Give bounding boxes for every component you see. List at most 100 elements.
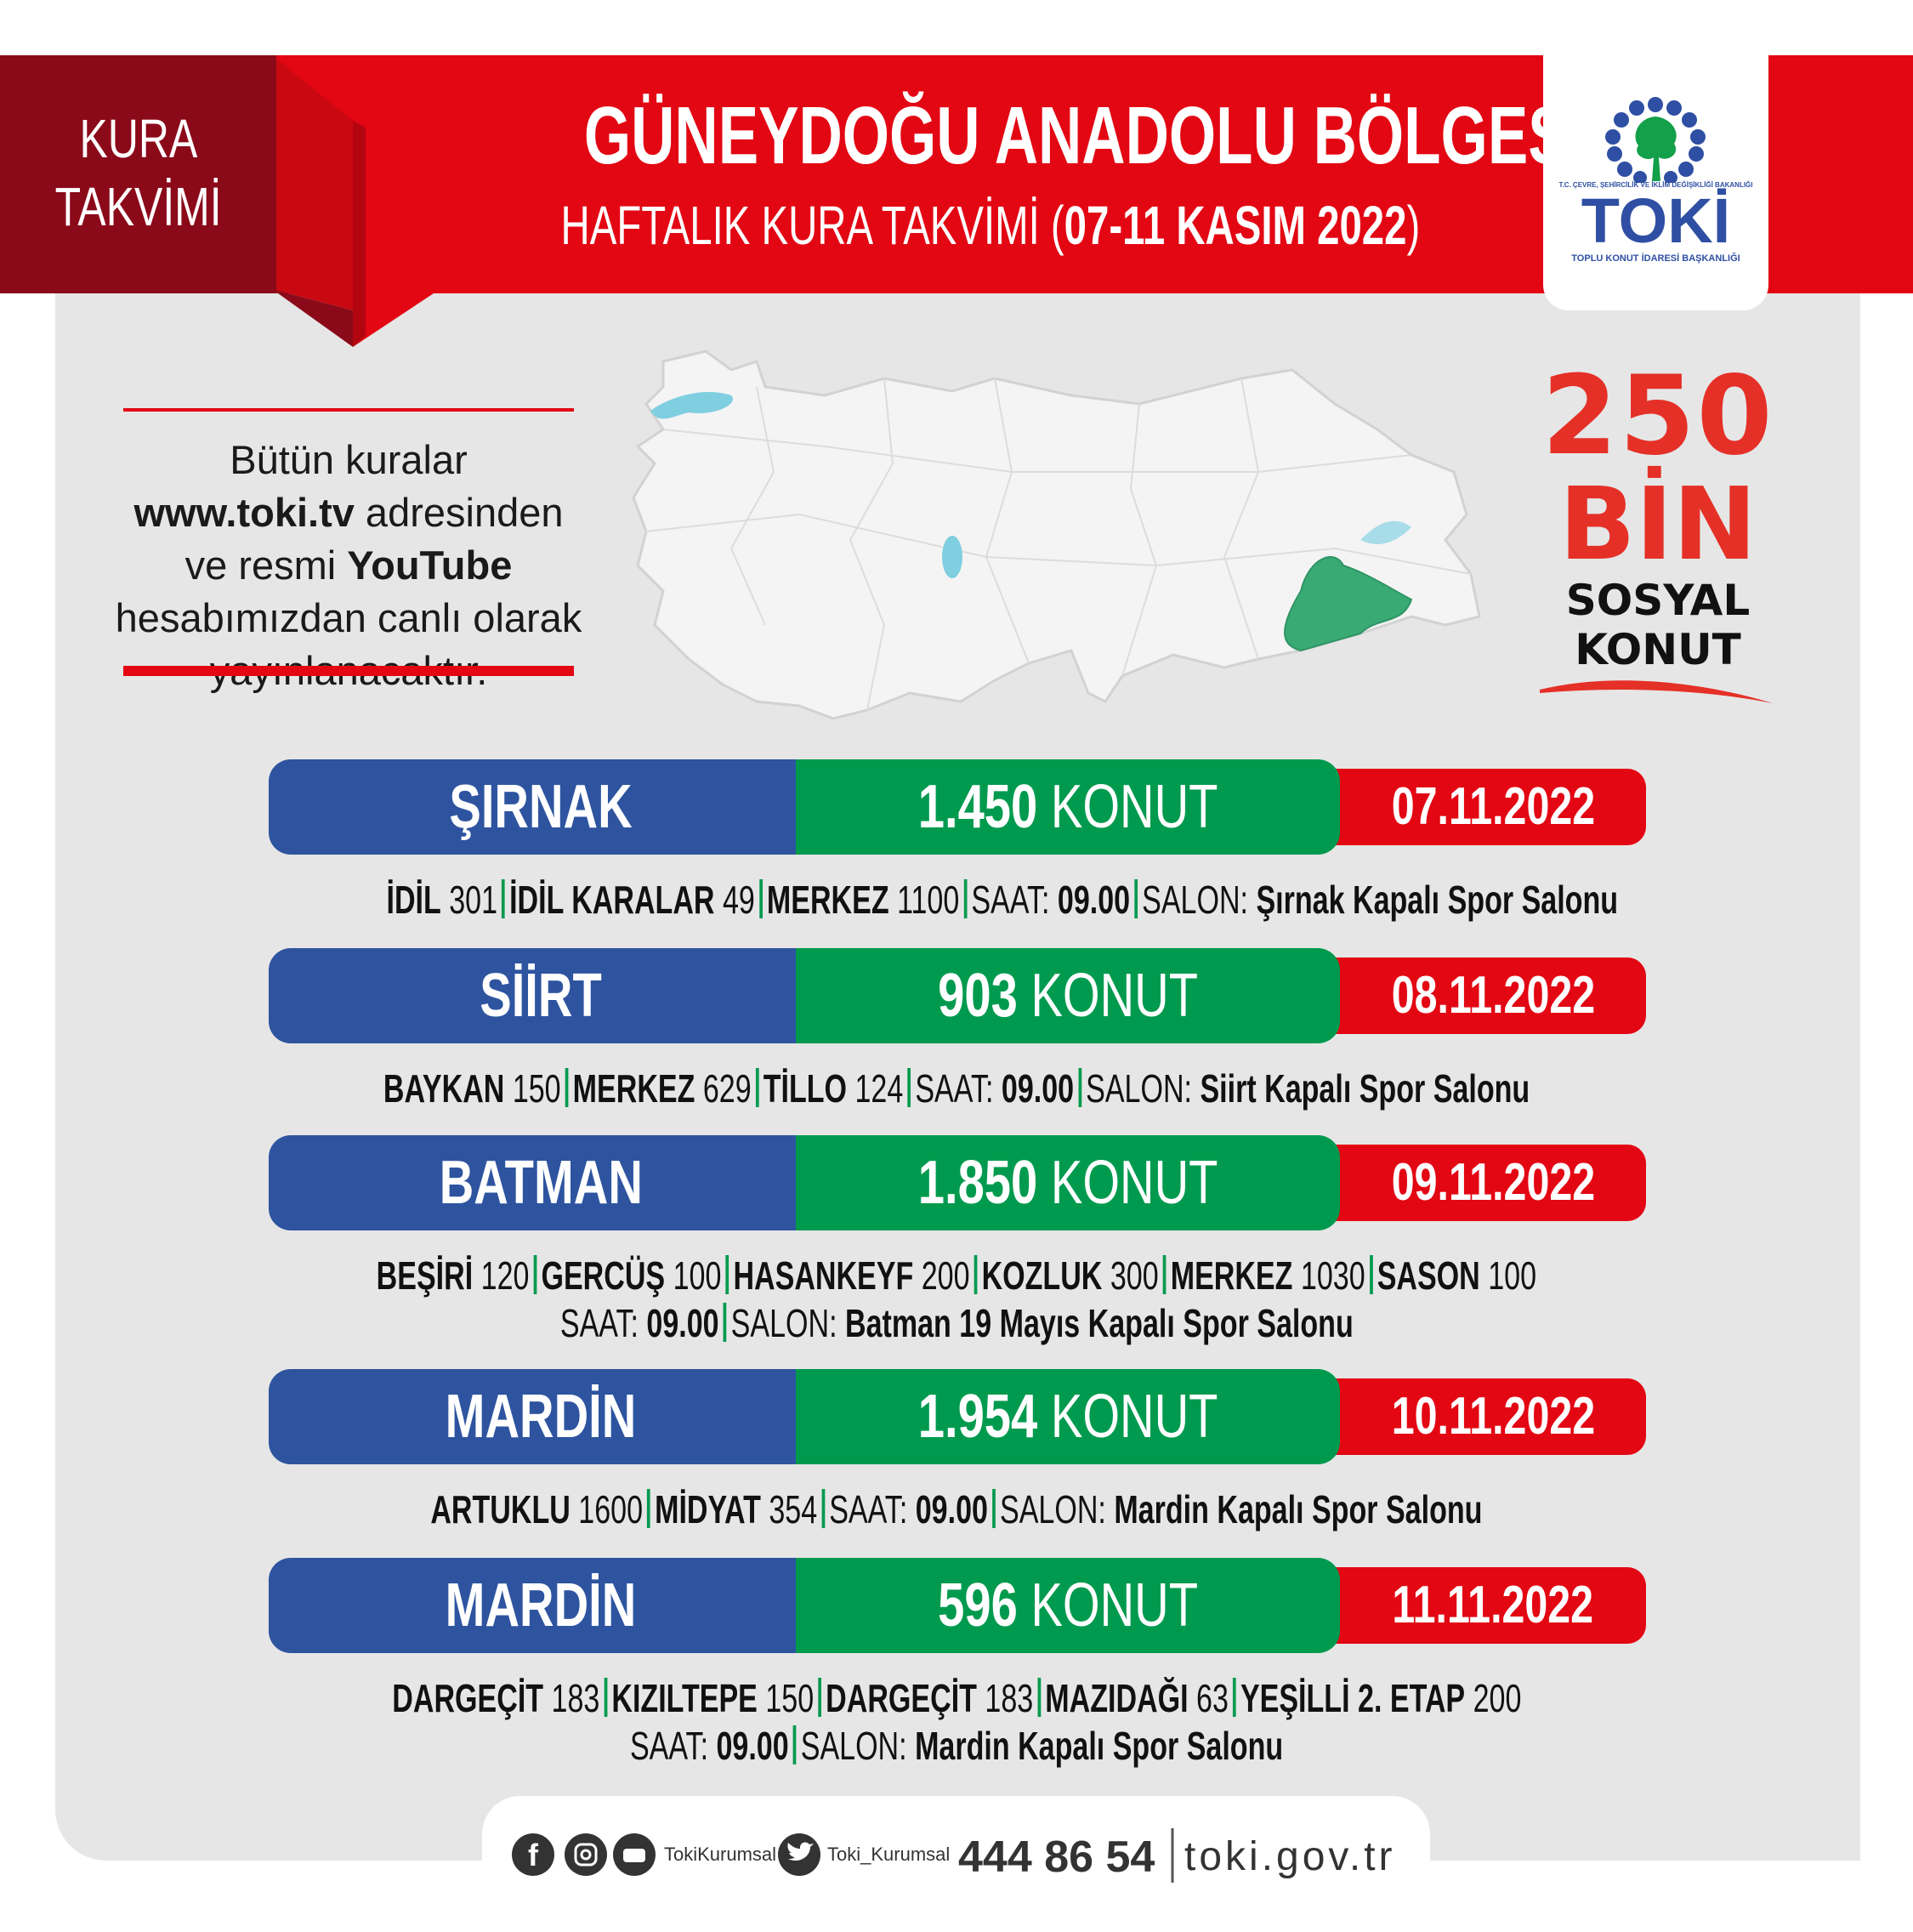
url[interactable]: toki.gov.tr — [1184, 1834, 1396, 1879]
detail-part: MERKEZ — [572, 1066, 695, 1111]
detail-part: 09.00 — [716, 1724, 789, 1768]
detail-part: KIZILTEPE — [611, 1676, 758, 1720]
separator — [974, 1255, 978, 1294]
count-wrap: 596 KONUT — [938, 1558, 1198, 1653]
detail-part: SAAT: — [829, 1487, 908, 1531]
separator — [992, 1489, 996, 1528]
subtitle-box: HAFTALIK KURA TAKVİMİ (07-11 KASIM 2022) — [408, 194, 1573, 257]
detail-part: MERKEZ — [1170, 1253, 1293, 1298]
row: 10.11.2022 MARDİN 1.954 KONUT — [269, 1369, 1646, 1464]
detail-part: 150 — [764, 1676, 814, 1720]
detail-line: ARTUKLU 1600 MİDYAT 354 SAAT: 09.00 SALON: … — [170, 1486, 1743, 1533]
separator — [1232, 1678, 1236, 1717]
subtitle: HAFTALIK KURA TAKVİMİ (07-11 KASIM 2022) — [561, 194, 1421, 257]
count-unit: KONUT — [1050, 1149, 1218, 1217]
detail-part: SALON: — [800, 1724, 907, 1768]
detail-text: SAAT: 09.00 SALON: Mardin Kapalı Spor Sal… — [630, 1722, 1283, 1770]
rule — [123, 666, 574, 676]
date: 07.11.2022 — [1391, 777, 1595, 836]
date: 08.11.2022 — [1391, 966, 1595, 1025]
detail-part: DARGEÇİT — [391, 1676, 543, 1720]
detail-part: 09.00 — [915, 1487, 989, 1531]
subtitle-dates: 07-11 KASIM 2022 — [1064, 195, 1407, 256]
count-unit: KONUT — [1050, 1383, 1218, 1451]
subtitle-lead: HAFTALIK KURA TAKVİMİ ( — [560, 195, 1064, 256]
details: ARTUKLU 1600 MİDYAT 354 SAAT: 09.00 SALON: … — [170, 1486, 1743, 1533]
notice-part: www.toki.tv — [133, 490, 355, 535]
instagram-icon[interactable] — [565, 1833, 607, 1876]
detail-part: 09.00 — [1001, 1066, 1075, 1111]
count-wrap: 1.450 KONUT — [918, 759, 1218, 855]
count-wrap: 1.850 KONUT — [918, 1135, 1218, 1230]
detail-text: DARGEÇİT 183 KIZILTEPE 150 DARGEÇİT 183 MAZ… — [392, 1674, 1521, 1722]
logo-name: TOKİ — [1581, 185, 1731, 256]
detail-part: KOZLUK — [981, 1253, 1103, 1298]
campaign: 250 BİN SOSYAL KONUT — [1535, 361, 1781, 712]
detail-part: 183 — [985, 1676, 1033, 1720]
city: BATMAN — [439, 1149, 643, 1217]
count-wrap: 1.954 KONUT — [918, 1369, 1218, 1464]
row: 09.11.2022 BATMAN 1.850 KONUT — [269, 1135, 1646, 1230]
svg-text:f: f — [528, 1838, 539, 1872]
date: 09.11.2022 — [1391, 1153, 1595, 1212]
city: MARDİN — [445, 1571, 637, 1639]
separator — [1078, 1068, 1081, 1107]
separator — [1369, 1255, 1373, 1294]
detail-part: MAZIDAĞI — [1044, 1676, 1189, 1720]
logo: T.C. ÇEVRE, ŞEHİRCİLİK VE İKLİM DEĞİŞİKL… — [1543, 55, 1768, 310]
detail-line: BAYKAN 150 MERKEZ 629 TİLLO 124 SAAT: 09.00… — [170, 1065, 1743, 1112]
details: DARGEÇİT 183 KIZILTEPE 150 DARGEÇİT 183 MAZ… — [170, 1674, 1743, 1770]
detail-part: GERCÜŞ — [541, 1253, 666, 1298]
separator — [1037, 1678, 1041, 1717]
count-box: 903 KONUT — [796, 948, 1340, 1043]
detail-part: ARTUKLU — [430, 1487, 570, 1531]
separator — [817, 1678, 821, 1717]
detail-part: 100 — [1488, 1253, 1537, 1298]
date: 11.11.2022 — [1392, 1576, 1594, 1634]
separator — [725, 1255, 729, 1294]
detail-part: Batman 19 Mayıs Kapalı Spor Salonu — [844, 1301, 1354, 1345]
handle[interactable]: TokiKurumsal — [664, 1844, 777, 1865]
separator — [647, 1489, 651, 1528]
phone: 444 86 54 — [958, 1833, 1155, 1882]
city-box: MARDİN — [269, 1558, 813, 1653]
separator — [821, 1489, 826, 1528]
detail-part: TİLLO — [763, 1066, 848, 1111]
city-box: MARDİN — [269, 1369, 813, 1464]
date-box: 11.11.2022 — [1289, 1567, 1646, 1644]
separator — [792, 1725, 797, 1764]
city: SİİRT — [480, 962, 602, 1030]
campaign-line: KONUT — [1575, 625, 1741, 674]
separator — [502, 879, 505, 918]
facebook-icon[interactable] — [512, 1833, 554, 1876]
twitter-handle[interactable]: Toki_Kurumsal — [827, 1844, 951, 1865]
detail-part: İDİL — [386, 878, 441, 922]
separator — [755, 1068, 759, 1107]
details: İDİL 301 İDİL KARALAR 49 MERKEZ 1100 SAAT: … — [170, 876, 1743, 923]
detail-text: ARTUKLU 1600 MİDYAT 354 SAAT: 09.00 SALON: … — [430, 1486, 1482, 1533]
badge-line: KURA — [79, 108, 197, 169]
count-box: 596 KONUT — [796, 1558, 1340, 1653]
detail-part: 301 — [449, 878, 498, 922]
footer-icons: f — [512, 1828, 1174, 1883]
title: GÜNEYDOĞU ANADOLU BÖLGESİ — [583, 90, 1586, 181]
detail-part: YEŞİLLİ 2. ETAP — [1240, 1676, 1465, 1720]
detail-part: SALON: — [1086, 1066, 1192, 1111]
details: BEŞİRİ 120 GERCÜŞ 100 HASANKEYF 200 KOZLUK … — [170, 1252, 1743, 1347]
count: 1.954 — [917, 1383, 1038, 1451]
detail-part: SAAT: — [629, 1724, 708, 1768]
separator — [907, 1068, 911, 1107]
count: 903 — [938, 962, 1018, 1030]
rule — [123, 408, 574, 412]
city: MARDİN — [445, 1383, 637, 1451]
detail-text: BEŞİRİ 120 GERCÜŞ 100 HASANKEYF 200 KOZLUK … — [377, 1252, 1536, 1299]
detail-part: 200 — [1473, 1676, 1522, 1720]
detail-part: Mardin Kapalı Spor Salonu — [1114, 1487, 1483, 1531]
detail-part: 09.00 — [1057, 878, 1131, 922]
detail-part: BAYKAN — [383, 1066, 505, 1111]
count-unit: KONUT — [1050, 773, 1218, 841]
date-box: 07.11.2022 — [1289, 769, 1646, 845]
detail-part: HASANKEYF — [733, 1253, 914, 1298]
detail-text: İDİL 301 İDİL KARALAR 49 MERKEZ 1100 SAAT: … — [386, 876, 1618, 923]
detail-line: SAAT: 09.00 SALON: Mardin Kapalı Spor Sal… — [170, 1722, 1743, 1770]
